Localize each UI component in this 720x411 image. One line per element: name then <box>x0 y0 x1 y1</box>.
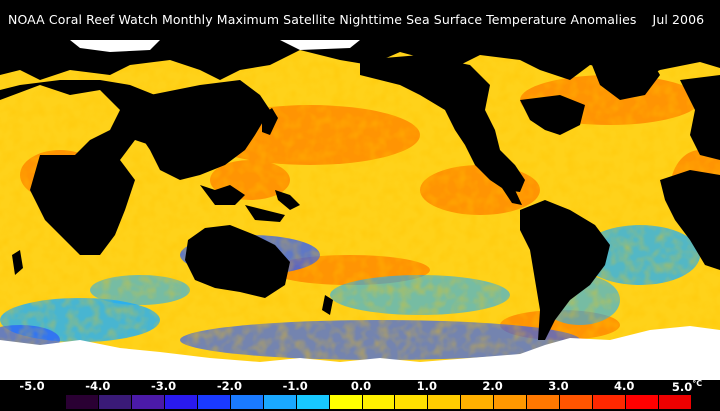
legend-swatch <box>230 395 264 409</box>
legend-swatch <box>197 395 231 409</box>
legend-label: 4.0 <box>614 379 635 393</box>
legend-swatch <box>263 395 297 409</box>
legend-swatch <box>296 395 330 409</box>
color-scale-bar <box>32 394 692 410</box>
legend-label: 2.0 <box>482 379 503 393</box>
legend-swatch <box>33 395 66 409</box>
legend-label: 5.0°C <box>671 379 703 394</box>
legend-label: -5.0 <box>19 379 45 393</box>
legend-swatch <box>659 395 692 409</box>
legend-swatch <box>329 395 363 409</box>
legend-label: 3.0 <box>548 379 569 393</box>
legend-labels: -5.0 -4.0 -3.0 -2.0 -1.0 0.0 1.0 2.0 3.0 4.0 5.0°C <box>0 379 720 394</box>
arctic-ice <box>70 40 360 52</box>
date-label: Jul 2006 <box>652 12 705 27</box>
legend-label: -4.0 <box>85 379 111 393</box>
legend-swatch <box>428 395 462 409</box>
map-title: NOAA Coral Reef Watch Monthly Maximum Sa… <box>8 12 704 27</box>
legend-label: -2.0 <box>216 379 242 393</box>
legend-swatch <box>362 395 396 409</box>
legend-label: 0.0 <box>350 379 372 393</box>
legend-swatch <box>164 395 198 409</box>
legend-swatch <box>98 395 132 409</box>
title-text: NOAA Coral Reef Watch Monthly Maximum Sa… <box>8 12 637 27</box>
legend-swatch <box>494 395 528 409</box>
legend-label: -1.0 <box>282 379 308 393</box>
legend-swatch <box>461 395 495 409</box>
legend-label: -3.0 <box>151 379 177 393</box>
legend-swatch <box>527 395 561 409</box>
sst-anomaly-map <box>0 40 720 380</box>
legend-swatch <box>65 395 99 409</box>
legend-label: 1.0 <box>416 379 437 393</box>
antarctic-ice <box>0 326 720 380</box>
legend-swatch <box>395 395 429 409</box>
legend-unit: °C <box>692 379 703 388</box>
legend-swatch <box>626 395 660 409</box>
legend-swatch <box>560 395 594 409</box>
legend-swatch <box>593 395 627 409</box>
legend-swatch <box>131 395 165 409</box>
land-masses <box>0 40 720 340</box>
